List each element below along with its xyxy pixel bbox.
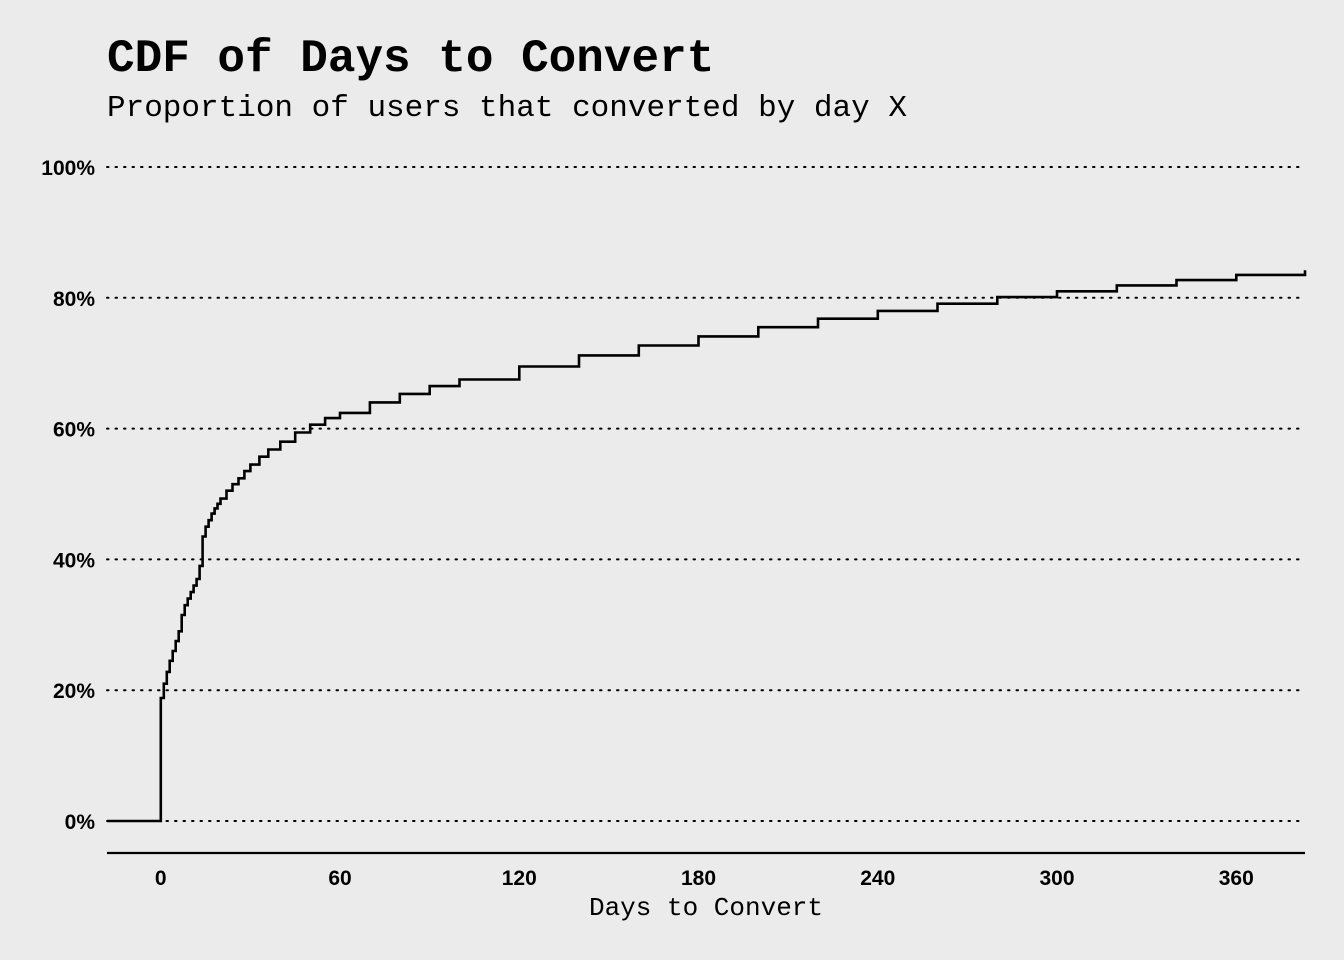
x-tick-label: 60 bbox=[328, 867, 351, 890]
y-tick-label: 0% bbox=[65, 811, 96, 834]
y-tick-label: 60% bbox=[53, 419, 95, 442]
x-tick-label: 240 bbox=[860, 867, 895, 890]
chart-subtitle: Proportion of users that converted by da… bbox=[107, 91, 907, 126]
cdf-series-line bbox=[107, 270, 1307, 823]
x-axis-label: Days to Convert bbox=[589, 893, 823, 923]
x-tick-label: 120 bbox=[502, 867, 537, 890]
x-tick-label: 0 bbox=[155, 867, 167, 890]
y-tick-label: 80% bbox=[53, 288, 95, 311]
x-tick-label: 300 bbox=[1040, 867, 1075, 890]
y-axis-ticks: 0% 20% 40% 60% 80% 100% bbox=[41, 157, 95, 834]
gridlines bbox=[106, 166, 1306, 822]
y-tick-label: 20% bbox=[53, 680, 95, 703]
x-tick-label: 360 bbox=[1219, 867, 1254, 890]
chart-title: CDF of Days to Convert bbox=[107, 33, 714, 85]
x-tick-label: 180 bbox=[681, 867, 716, 890]
y-tick-label: 100% bbox=[41, 157, 95, 180]
x-axis-ticks: 0 60 120 180 240 300 360 bbox=[155, 867, 1254, 890]
y-tick-label: 40% bbox=[53, 549, 95, 572]
